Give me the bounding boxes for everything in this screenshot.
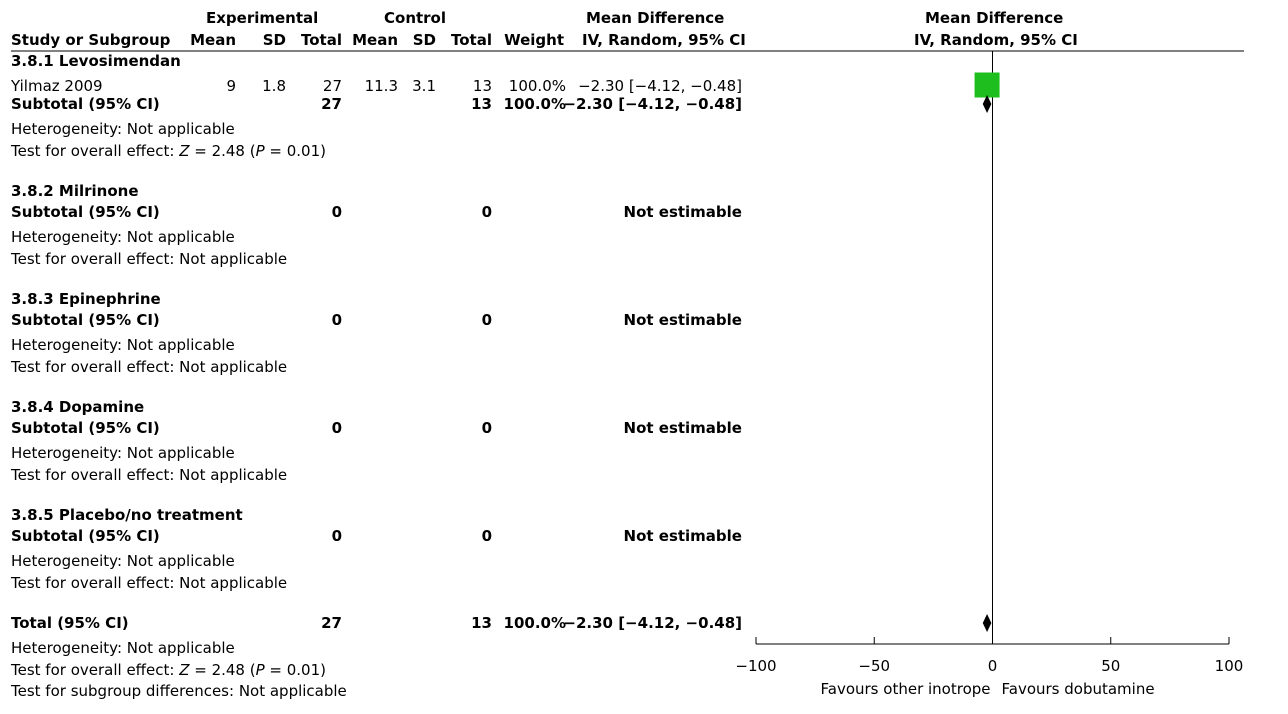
subtotal-label: Subtotal (95% CI) — [11, 203, 160, 221]
summary-diamond — [982, 614, 992, 632]
subtotal-exp-total: 0 — [331, 527, 342, 545]
subtotal-exp-total: 27 — [321, 95, 342, 113]
plot-header-method: IV, Random, 95% CI — [914, 31, 1078, 49]
study-exp-mean: 9 — [226, 77, 236, 95]
x-tick-label: 100 — [1215, 657, 1244, 675]
ctl-sd-header: SD — [412, 31, 436, 49]
study-ctl-mean: 11.3 — [364, 77, 398, 95]
heterogeneity-text: Heterogeneity: Not applicable — [11, 336, 235, 354]
experimental-header: Experimental — [206, 9, 319, 27]
subtotal-ctl-total: 0 — [481, 419, 492, 437]
study-ctl-sd: 3.1 — [412, 77, 436, 95]
subtotal-weight: 100.0% — [503, 95, 566, 113]
favours-left-label: Favours other inotrope — [821, 680, 991, 698]
study-exp-sd: 1.8 — [262, 77, 286, 95]
plot-header-title: Mean Difference — [925, 9, 1064, 27]
exp-total-header: Total — [301, 31, 342, 49]
x-tick-label: −50 — [858, 657, 890, 675]
subgroup-title: 3.8.3 Epinephrine — [11, 290, 161, 308]
x-tick-label: −100 — [735, 657, 776, 675]
total-ctl-total: 13 — [471, 614, 492, 632]
heterogeneity-text: Heterogeneity: Not applicable — [11, 120, 235, 138]
overall-effect-text: Test for overall effect: Not applicable — [11, 574, 288, 592]
subtotal-ctl-total: 0 — [481, 527, 492, 545]
subtotal-ctl-total: 13 — [471, 95, 492, 113]
study-column-header: Study or Subgroup — [11, 31, 171, 49]
heterogeneity-text: Heterogeneity: Not applicable — [11, 444, 235, 462]
subtotal-ci: −2.30 [−4.12, −0.48] — [563, 95, 742, 113]
total-overall-effect-text: Test for overall effect: Z = 2.48 (P = 0… — [11, 661, 326, 679]
x-tick-label: 0 — [988, 657, 998, 675]
md-header-title: Mean Difference — [586, 9, 725, 27]
summary-diamond — [982, 95, 992, 113]
study-weight: 100.0% — [508, 77, 566, 95]
study-exp-total: 27 — [322, 77, 342, 95]
subtotal-ctl-total: 0 — [481, 311, 492, 329]
overall-effect-text: Test for overall effect: Not applicable — [11, 250, 288, 268]
study-square — [974, 72, 1000, 98]
exp-mean-header: Mean — [190, 31, 236, 49]
subtotal-exp-total: 0 — [331, 311, 342, 329]
subgroup-differences-text: Test for subgroup differences: Not appli… — [11, 682, 347, 700]
heterogeneity-text: Heterogeneity: Not applicable — [11, 228, 235, 246]
subtotal-exp-total: 0 — [331, 203, 342, 221]
subtotal-label: Subtotal (95% CI) — [11, 95, 160, 113]
exp-sd-header: SD — [262, 31, 286, 49]
total-heterogeneity-text: Heterogeneity: Not applicable — [11, 639, 235, 657]
favours-right-label: Favours dobutamine — [1002, 680, 1155, 698]
subtotal-exp-total: 0 — [331, 419, 342, 437]
overall-effect-text: Test for overall effect: Not applicable — [11, 358, 288, 376]
subtotal-ci: Not estimable — [623, 419, 742, 437]
subtotal-label: Subtotal (95% CI) — [11, 527, 160, 545]
total-label: Total (95% CI) — [11, 614, 129, 632]
ctl-mean-header: Mean — [352, 31, 398, 49]
x-tick-label: 50 — [1101, 657, 1120, 675]
subgroup-title: 3.8.4 Dopamine — [11, 398, 145, 416]
control-header: Control — [384, 9, 447, 27]
subtotal-ci: Not estimable — [623, 203, 742, 221]
md-header-method: IV, Random, 95% CI — [582, 31, 746, 49]
total-exp-total: 27 — [321, 614, 342, 632]
subtotal-ci: Not estimable — [623, 527, 742, 545]
weight-header: Weight — [504, 31, 564, 49]
subtotal-ci: Not estimable — [623, 311, 742, 329]
study-ctl-total: 13 — [472, 77, 492, 95]
subgroup-title: 3.8.5 Placebo/no treatment — [11, 506, 243, 524]
subgroup-title: 3.8.1 Levosimendan — [11, 52, 181, 70]
total-weight: 100.0% — [503, 614, 566, 632]
subgroup-title: 3.8.2 Milrinone — [11, 182, 139, 200]
study-name: Yilmaz 2009 — [11, 77, 103, 95]
overall-effect-text: Test for overall effect: Not applicable — [11, 466, 288, 484]
study-ci: −2.30 [−4.12, −0.48] — [578, 77, 742, 95]
total-ci: −2.30 [−4.12, −0.48] — [563, 614, 742, 632]
overall-effect-text: Test for overall effect: Z = 2.48 (P = 0… — [11, 142, 326, 160]
subtotal-ctl-total: 0 — [481, 203, 492, 221]
subtotal-label: Subtotal (95% CI) — [11, 419, 160, 437]
subtotal-label: Subtotal (95% CI) — [11, 311, 160, 329]
heterogeneity-text: Heterogeneity: Not applicable — [11, 552, 235, 570]
ctl-total-header: Total — [451, 31, 492, 49]
